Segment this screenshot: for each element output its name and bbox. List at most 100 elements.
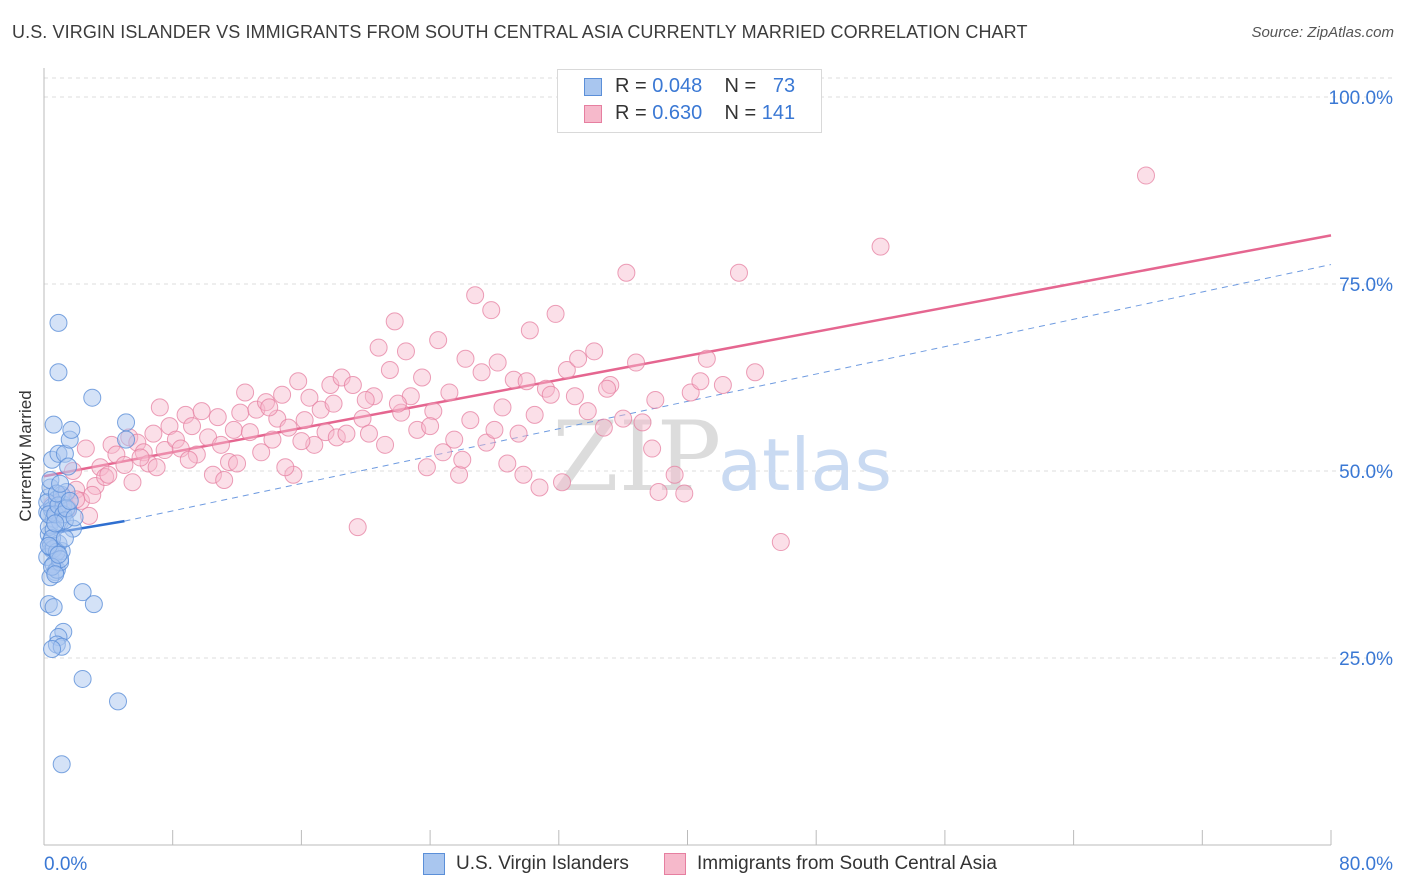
legend-n-label: N = xyxy=(724,102,762,124)
pink-data-point xyxy=(166,430,185,449)
pink-data-point xyxy=(211,435,230,454)
legend-swatch-blue xyxy=(584,78,602,96)
pink-data-point xyxy=(456,349,475,368)
pink-data-point xyxy=(746,363,765,382)
pink-data-point xyxy=(380,361,399,380)
pink-data-point xyxy=(324,394,343,413)
pink-data-point xyxy=(150,398,169,417)
pink-data-point xyxy=(466,286,485,305)
pink-data-point xyxy=(627,353,646,372)
blue-data-point xyxy=(44,598,63,617)
blue-data-point xyxy=(49,313,68,332)
pink-data-point xyxy=(482,301,501,320)
blue-data-point xyxy=(117,430,136,449)
y-tick-labels: 25.0% 50.0% 75.0% 100.0% xyxy=(1329,88,1394,670)
pink-data-point xyxy=(316,423,335,442)
pink-data-point xyxy=(525,405,544,424)
pink-data-point xyxy=(417,458,436,477)
pink-data-point xyxy=(578,402,597,421)
pink-data-point xyxy=(252,443,271,462)
pink-data-point xyxy=(585,342,604,361)
pink-data-point xyxy=(424,402,443,421)
pink-trend-line xyxy=(43,234,1332,478)
pink-data-point xyxy=(257,393,276,412)
source-label: Source: ZipAtlas.com xyxy=(1251,24,1394,41)
blue-data-point xyxy=(52,755,71,774)
pink-data-point xyxy=(433,443,452,462)
pink-data-point xyxy=(332,368,351,387)
pink-data-point xyxy=(598,379,617,398)
pink-data-point xyxy=(356,390,375,409)
pink-data-point xyxy=(192,402,211,421)
blue-data-point xyxy=(46,565,65,584)
legend-n-value: 141 xyxy=(761,102,796,124)
blue-data-point xyxy=(65,508,84,527)
blue-data-point xyxy=(60,491,79,510)
pink-data-point xyxy=(263,430,282,449)
pink-data-point xyxy=(675,484,694,503)
blue-data-point xyxy=(43,640,62,659)
blue-data-point xyxy=(117,413,136,432)
pink-data-point xyxy=(337,424,356,443)
bottom-legend-swatch-pink xyxy=(664,853,686,875)
pink-data-point xyxy=(646,390,665,409)
pink-data-point xyxy=(453,450,472,469)
pink-data-point xyxy=(376,435,395,454)
pink-data-point xyxy=(179,450,198,469)
pink-data-point xyxy=(871,237,890,256)
pink-data-point xyxy=(115,456,134,475)
blue-series-points xyxy=(38,313,136,774)
pink-data-point xyxy=(504,370,523,389)
pink-data-point xyxy=(450,465,469,484)
pink-data-point xyxy=(273,385,292,404)
dashed-trend-line xyxy=(124,264,1332,522)
pink-data-point xyxy=(477,433,496,452)
pink-data-point xyxy=(236,383,255,402)
pink-data-point xyxy=(295,411,314,430)
blue-data-point xyxy=(109,692,128,711)
x-tick-label-max: 80.0% xyxy=(1339,854,1393,875)
pink-data-point xyxy=(440,383,459,402)
legend-text-blue: R = 0.048 N = 73 xyxy=(615,75,795,98)
pink-data-point xyxy=(155,441,174,460)
grid-lines xyxy=(44,77,1393,659)
pink-data-point xyxy=(643,439,662,458)
blue-data-point xyxy=(84,595,103,614)
pink-data-point xyxy=(279,418,298,437)
blue-data-point xyxy=(83,388,102,407)
blue-data-point xyxy=(49,363,68,382)
blue-data-point xyxy=(49,545,68,564)
blue-data-point xyxy=(73,669,92,688)
pink-data-point xyxy=(123,473,142,492)
pink-data-point xyxy=(231,403,250,422)
watermark-atlas: atlas xyxy=(718,423,892,507)
pink-data-point xyxy=(99,465,118,484)
pink-data-point xyxy=(429,331,448,350)
blue-data-point xyxy=(51,474,70,493)
pink-data-point xyxy=(488,353,507,372)
pink-data-point xyxy=(300,388,319,407)
x-tick-label-min: 0.0% xyxy=(44,854,87,875)
pink-data-point xyxy=(493,398,512,417)
pink-data-point xyxy=(553,473,572,492)
legend-swatch-pink xyxy=(584,105,602,123)
pink-data-point xyxy=(729,263,748,282)
pink-data-point xyxy=(594,418,613,437)
pink-data-point xyxy=(224,420,243,439)
pink-data-point xyxy=(292,432,311,451)
pink-data-point xyxy=(321,375,340,394)
legend-r-value: 0.630 xyxy=(652,102,703,124)
pink-data-point xyxy=(498,454,517,473)
legend-text-pink: R = 0.630 N = 141 xyxy=(615,102,795,125)
pink-data-point xyxy=(771,533,790,552)
pink-data-point xyxy=(536,379,555,398)
pink-data-point xyxy=(614,409,633,428)
pink-data-point xyxy=(514,465,533,484)
pink-data-point xyxy=(509,424,528,443)
pink-data-point xyxy=(1136,166,1155,185)
pink-data-point xyxy=(385,312,404,331)
pink-data-point xyxy=(83,485,102,504)
blue-data-point xyxy=(59,457,78,476)
pink-data-point xyxy=(147,458,166,477)
